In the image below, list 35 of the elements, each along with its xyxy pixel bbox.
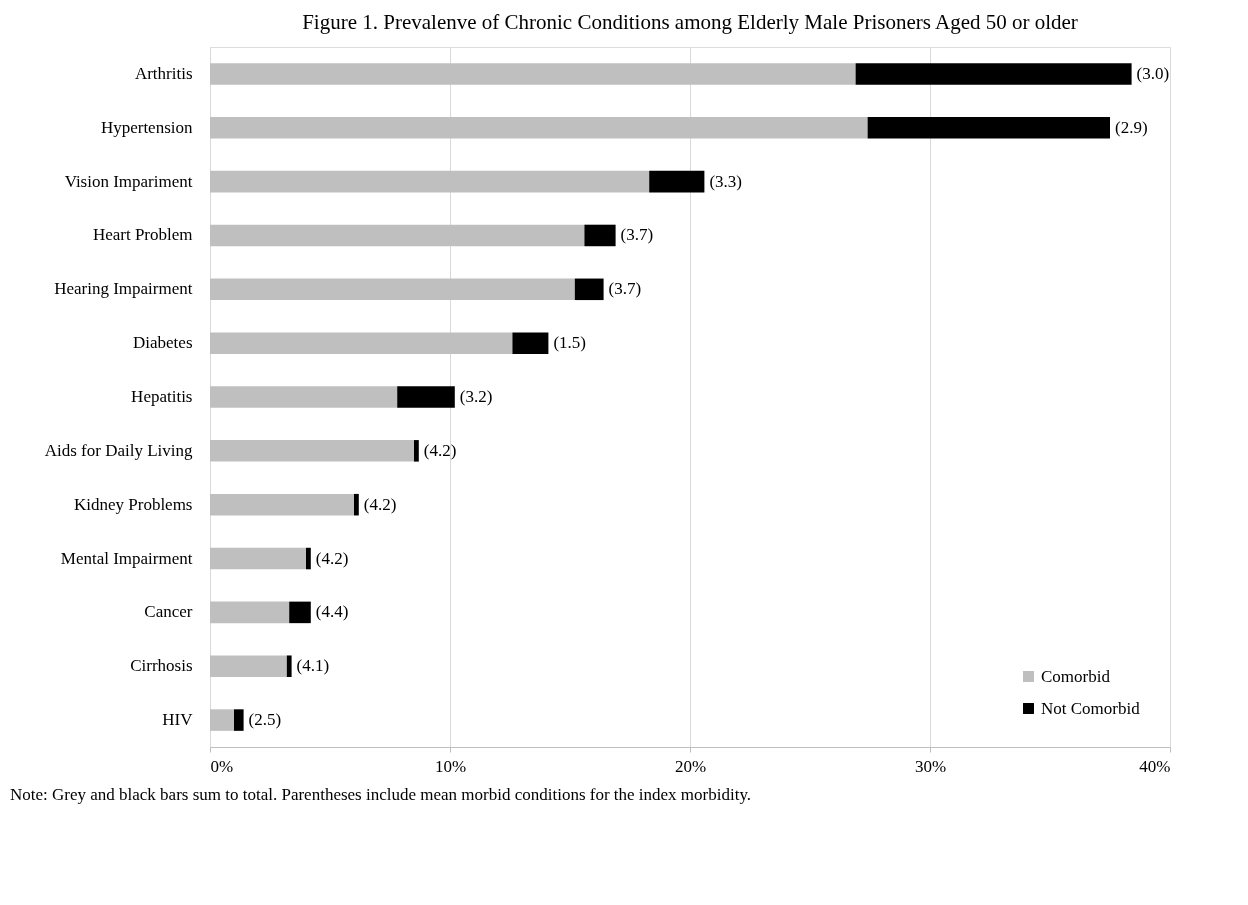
y-tick-label: Heart Problem xyxy=(92,225,193,245)
y-tick-label: Aids for Daily Living xyxy=(44,440,193,460)
legend-label: Not Comorbid xyxy=(1041,698,1141,718)
annotation: (4.2) xyxy=(315,548,349,568)
chart-title: Figure 1. Prevalenve of Chronic Conditions among Elderly Male Prisoners Aged 50 or older xyxy=(302,10,1078,34)
y-tick-label: Hypertension xyxy=(100,117,193,137)
x-tick-label: 10% xyxy=(434,756,467,776)
legend-label: Comorbid xyxy=(1041,666,1111,686)
y-tick-label: Hearing Impairment xyxy=(54,279,193,299)
y-tick-label: HIV xyxy=(162,710,194,730)
x-tick-label: 20% xyxy=(674,756,707,776)
annotation: (3.0) xyxy=(1136,63,1170,83)
annotation: (2.9) xyxy=(1115,117,1148,137)
annotation: (1.5) xyxy=(553,333,586,353)
annotation: (4.1) xyxy=(296,656,330,676)
y-tick-label: Hepatitis xyxy=(131,387,193,406)
annotation: (2.5) xyxy=(248,710,282,730)
annotation: (3.7) xyxy=(620,225,654,245)
y-tick-label: Vision Impariment xyxy=(64,171,193,191)
annotation: (4.2) xyxy=(423,440,457,460)
y-tick-label: Mental Impairment xyxy=(60,548,193,568)
annotation: (4.4) xyxy=(315,602,349,622)
text: Note: Grey and black bars sum to total. Parentheses include mean morbid conditions for the index morbidity. xyxy=(10,785,752,804)
annotation: (3.3) xyxy=(709,171,742,191)
y-tick-label: Arthritis xyxy=(134,63,193,83)
x-tick-label: 0% xyxy=(210,756,234,776)
annotation: (3.7) xyxy=(608,279,642,299)
annotation: (3.2) xyxy=(459,387,493,406)
annotation: (4.2) xyxy=(363,494,397,514)
y-tick-label: Diabetes xyxy=(133,333,193,353)
y-tick-label: Kidney Problems xyxy=(73,494,193,514)
x-tick-label: 40% xyxy=(1139,756,1171,776)
y-tick-label: Cirrhosis xyxy=(130,656,193,676)
x-tick-label: 30% xyxy=(914,756,947,776)
y-tick-label: Cancer xyxy=(144,602,193,622)
